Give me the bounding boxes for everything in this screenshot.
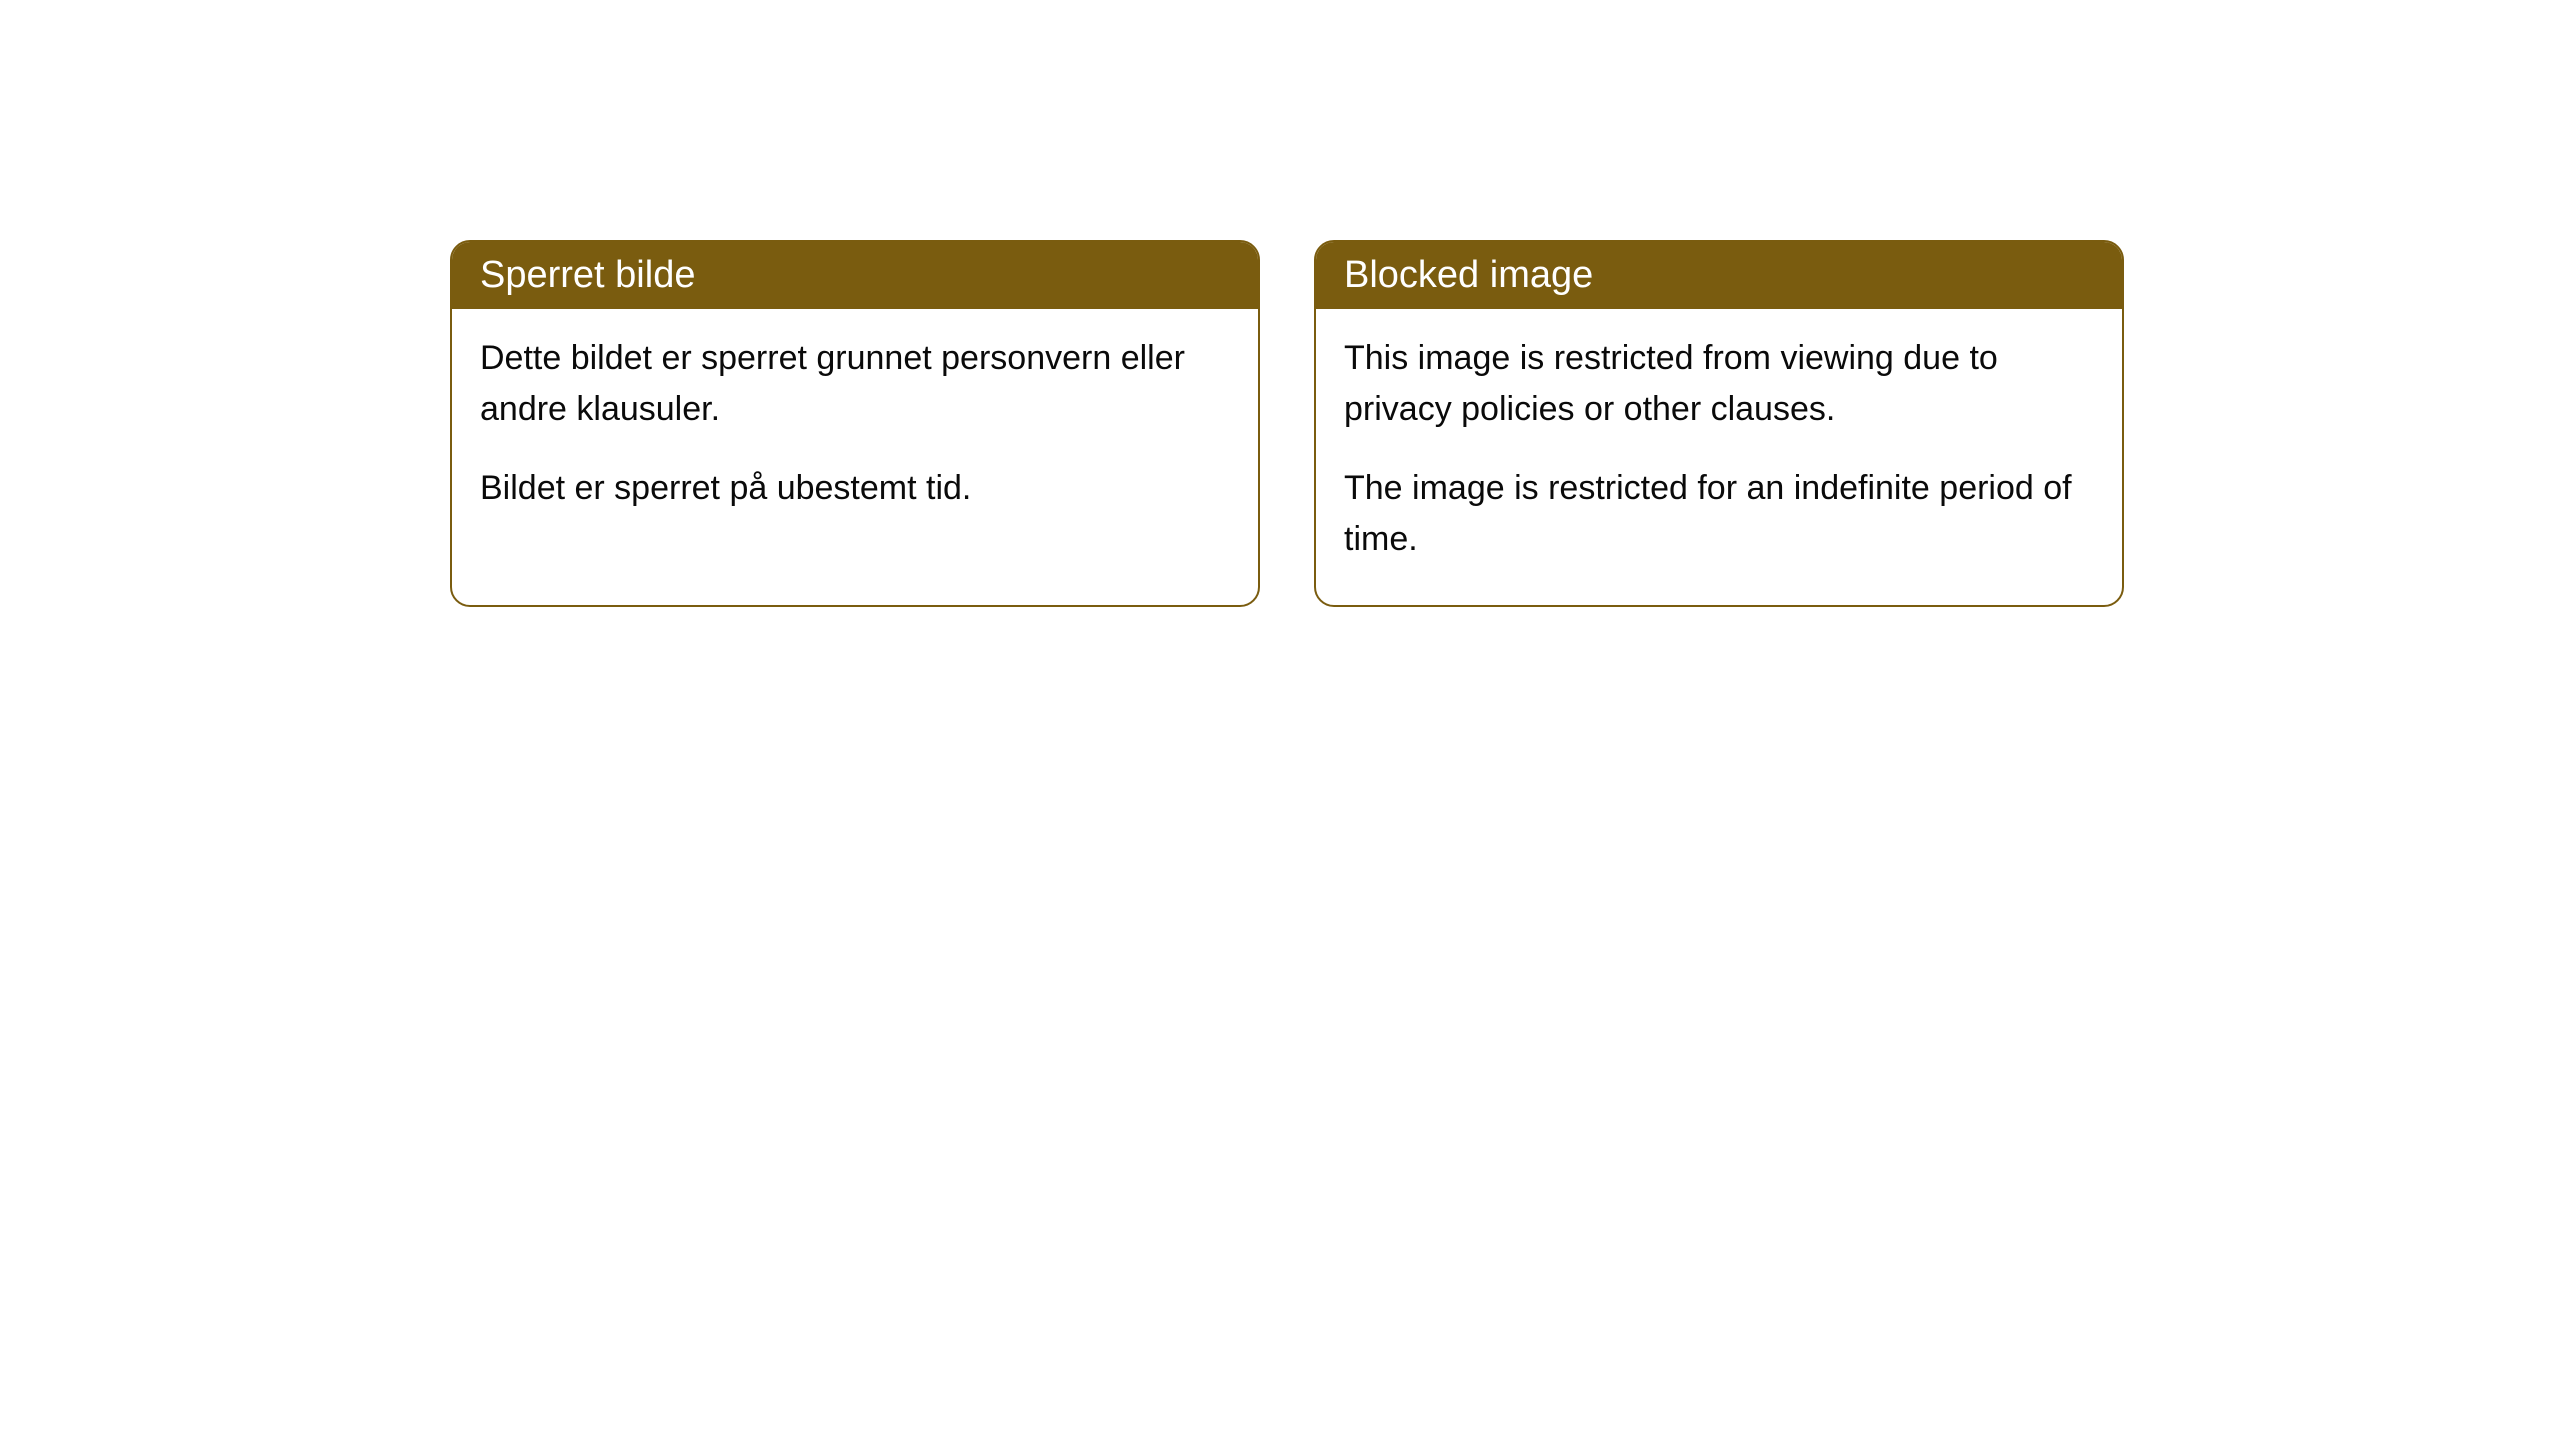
card-header-no: Sperret bilde — [452, 242, 1258, 309]
card-body-no: Dette bildet er sperret grunnet personve… — [452, 309, 1258, 554]
card-paragraph-1-en: This image is restricted from viewing du… — [1344, 333, 2094, 435]
card-body-en: This image is restricted from viewing du… — [1316, 309, 2122, 605]
card-paragraph-2-en: The image is restricted for an indefinit… — [1344, 463, 2094, 565]
card-paragraph-1-no: Dette bildet er sperret grunnet personve… — [480, 333, 1230, 435]
card-paragraph-2-no: Bildet er sperret på ubestemt tid. — [480, 463, 1230, 514]
card-header-en: Blocked image — [1316, 242, 2122, 309]
blocked-image-card-no: Sperret bilde Dette bildet er sperret gr… — [450, 240, 1260, 607]
cards-container: Sperret bilde Dette bildet er sperret gr… — [450, 240, 2124, 607]
blocked-image-card-en: Blocked image This image is restricted f… — [1314, 240, 2124, 607]
